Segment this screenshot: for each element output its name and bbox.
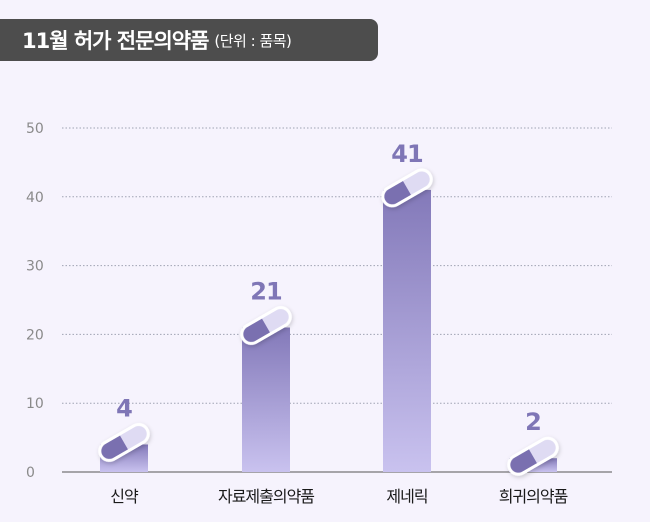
y-tick-label: 0 (26, 465, 35, 481)
data-label: 41 (391, 140, 423, 168)
category-label: 자료제출의약품 (218, 487, 314, 506)
category-label: 신약 (110, 487, 139, 506)
data-label: 2 (525, 408, 541, 436)
y-tick-label: 20 (26, 327, 44, 343)
chart-title: 11월 허가 전문의약품 (22, 29, 209, 53)
data-label: 21 (250, 278, 282, 306)
bar (242, 327, 290, 472)
pill-icon (381, 168, 433, 208)
category-label: 제네릭 (386, 487, 427, 506)
bars (98, 168, 559, 476)
bar (383, 189, 431, 473)
chart-title-badge: 11월 허가 전문의약품 (단위 : 품목) (0, 19, 378, 61)
y-tick-label: 50 (26, 121, 44, 137)
labels: 0 10 20 30 40 50 4 신약 21 자료제출의약품 41 제네릭 2 희귀의약품 (26, 121, 569, 506)
chart-unit: (단위 : 품목) (214, 31, 292, 50)
data-label: 4 (116, 394, 132, 422)
y-tick-label: 10 (26, 396, 44, 412)
pill-icon (240, 306, 292, 346)
pill-icon (98, 422, 150, 462)
pill-icon (507, 436, 559, 476)
y-tick-label: 40 (26, 190, 44, 206)
category-label: 희귀의약품 (499, 487, 568, 506)
y-tick-label: 30 (26, 259, 44, 275)
